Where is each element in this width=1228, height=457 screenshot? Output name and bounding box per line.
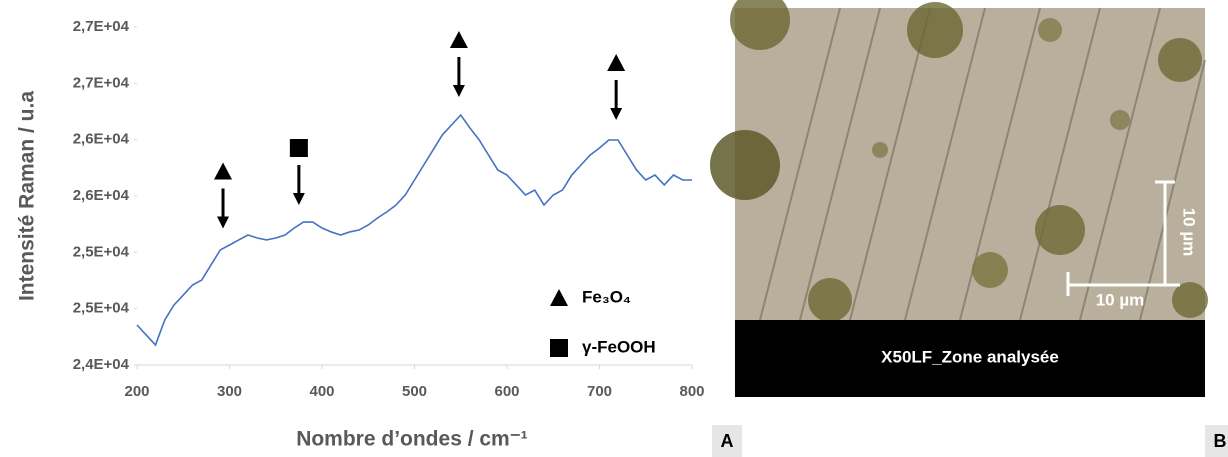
- y-tick-label: 2,6E+04: [73, 131, 130, 148]
- spectrum-line: [136, 113, 692, 347]
- annotation-marker: [449, 30, 468, 48]
- y-tick-label: 2,7E+04: [73, 18, 130, 35]
- legend-marker: [550, 289, 568, 306]
- micrograph: [710, 0, 1208, 397]
- panel-box: [1205, 425, 1228, 457]
- x-tick-label: 300: [217, 383, 242, 400]
- panel-label: A: [721, 431, 734, 451]
- panel-label: B: [1214, 431, 1227, 451]
- legend-label: Fe₃O₄: [582, 287, 631, 306]
- legend-marker: [550, 339, 568, 357]
- panel-box: [712, 425, 742, 457]
- y-axis-title: Intensité Raman / u.a: [16, 91, 39, 301]
- y-tick-label: 2,5E+04: [73, 300, 130, 317]
- annotation-arrowhead: [452, 84, 465, 97]
- x-tick-label: 700: [587, 383, 612, 400]
- x-tick-label: 200: [124, 383, 149, 400]
- x-tick-label: 500: [402, 383, 427, 400]
- annotation-arrowhead: [217, 216, 230, 229]
- x-tick-label: 600: [494, 383, 519, 400]
- annotation-marker: [289, 139, 308, 158]
- y-tick-label: 2,6E+04: [73, 187, 130, 204]
- y-tick-label: 2,7E+04: [73, 74, 130, 91]
- annotation-arrowhead: [292, 193, 305, 206]
- scale-label: 10 µm: [1096, 290, 1145, 309]
- image-caption: X50LF_Zone analysée: [881, 347, 1059, 366]
- y-tick-label: 2,4E+04: [73, 356, 130, 373]
- annotation-arrowhead: [610, 108, 623, 121]
- annotation-marker: [214, 162, 233, 180]
- y-tick-label: 2,5E+04: [73, 243, 130, 260]
- x-tick-label: 400: [309, 383, 334, 400]
- x-tick-label: 800: [679, 383, 704, 400]
- annotation-marker: [607, 54, 626, 72]
- x-axis-title: Nombre d’ondes / cm⁻¹: [296, 428, 528, 451]
- legend-label: γ-FeOOH: [582, 337, 656, 356]
- scale-label: 10 µm: [1180, 208, 1199, 257]
